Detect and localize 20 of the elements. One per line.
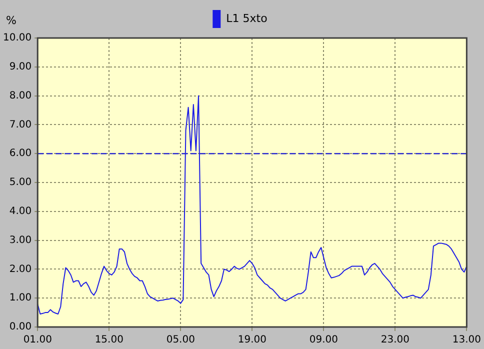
y-tick-label: 6.00 <box>9 148 32 160</box>
y-tick-label: 3.00 <box>9 234 32 246</box>
x-tick-label: 15.00 <box>94 334 124 346</box>
y-axis-title: % <box>6 14 16 27</box>
x-tick-label: 23.00 <box>380 334 410 346</box>
x-tick-label: 13.00 <box>452 334 482 346</box>
y-tick-label: 7.00 <box>9 119 32 130</box>
x-tick-label: 09.00 <box>309 334 338 346</box>
y-tick-label: 1.00 <box>9 292 32 304</box>
x-tick-label: 19.00 <box>238 334 266 346</box>
y-tick-label: 5.00 <box>9 177 32 188</box>
y-tick-label: 4.00 <box>9 206 32 217</box>
y-tick-label: 10.00 <box>2 32 32 44</box>
y-tick-label: 2.00 <box>9 264 32 275</box>
legend-label: L1 5xto <box>226 12 268 25</box>
x-tick-label: 01.00 <box>23 334 52 346</box>
x-tick-label: 05.00 <box>166 334 195 346</box>
y-tick-label: 0.00 <box>9 322 32 333</box>
y-tick-label: 9.00 <box>9 61 32 72</box>
y-tick-label: 8.00 <box>9 90 32 102</box>
